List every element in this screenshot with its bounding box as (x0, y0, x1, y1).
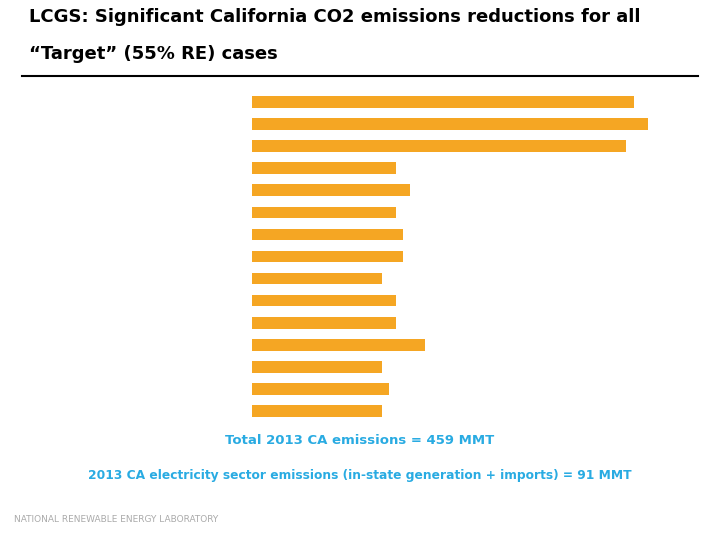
Text: “Target” (55% RE) cases: “Target” (55% RE) cases (29, 45, 277, 63)
Text: LCGS: Significant California CO2 emissions reductions for all: LCGS: Significant California CO2 emissio… (29, 8, 640, 26)
Bar (252, 361, 382, 373)
Bar (252, 295, 396, 306)
Bar (252, 96, 634, 107)
Bar (252, 383, 389, 395)
Bar (252, 207, 396, 218)
Bar (252, 317, 396, 328)
Bar (252, 273, 382, 285)
Bar (252, 406, 382, 417)
Bar (252, 163, 396, 174)
Text: 2013 CA electricity sector emissions (in-state generation + imports) = 91 MMT: 2013 CA electricity sector emissions (in… (88, 469, 632, 482)
Bar (252, 251, 403, 262)
Bar (252, 228, 403, 240)
Bar (252, 185, 410, 196)
Bar (252, 140, 626, 152)
Bar (252, 339, 425, 350)
Text: NATIONAL RENEWABLE ENERGY LABORATORY: NATIONAL RENEWABLE ENERGY LABORATORY (14, 515, 219, 524)
Text: Total 2013 CA emissions = 459 MMT: Total 2013 CA emissions = 459 MMT (225, 434, 495, 447)
Bar (252, 118, 648, 130)
Text: 13: 13 (681, 513, 698, 526)
